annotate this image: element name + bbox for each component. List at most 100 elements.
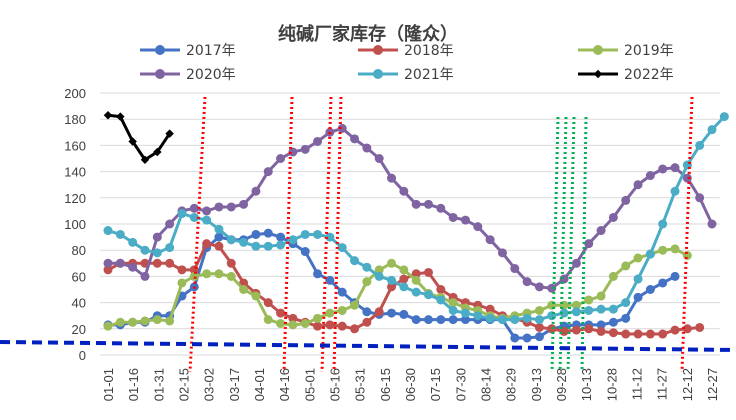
y-tick-label: 20: [72, 322, 86, 337]
data-point: [399, 274, 409, 284]
legend-swatch-marker: [373, 45, 383, 55]
series-4: [103, 112, 729, 325]
data-point: [695, 193, 705, 203]
data-point: [510, 264, 520, 274]
data-point: [128, 137, 137, 146]
x-tick-label: 05-31: [353, 368, 368, 401]
series-5: [103, 111, 174, 165]
data-point: [362, 307, 372, 317]
data-point: [337, 321, 347, 331]
data-point: [103, 321, 113, 331]
data-point: [350, 324, 360, 334]
legend-swatch-marker: [155, 69, 165, 79]
chart-title: 纯碱厂家库存（隆众）: [278, 23, 458, 45]
x-tick-label: 03-02: [202, 368, 217, 401]
data-point: [399, 282, 409, 292]
data-point: [658, 329, 668, 339]
data-point: [325, 308, 335, 318]
data-point: [584, 239, 594, 249]
data-point: [387, 282, 397, 292]
data-point: [313, 313, 323, 323]
data-point: [300, 319, 310, 329]
data-point: [658, 164, 668, 174]
legend-label: 2019年: [624, 43, 674, 59]
data-point: [411, 199, 421, 209]
data-point: [399, 186, 409, 196]
legend-label: 2020年: [186, 67, 236, 83]
data-point: [707, 125, 717, 135]
data-point: [251, 229, 261, 239]
data-point: [165, 219, 175, 229]
data-point: [362, 277, 372, 287]
data-point: [263, 298, 273, 308]
data-point: [103, 258, 113, 268]
data-point: [325, 275, 335, 285]
data-point: [177, 265, 187, 275]
data-point: [707, 219, 717, 229]
legend: 2017年 2018年 2019年 2020年 2021年 2022年: [140, 43, 674, 83]
data-point: [608, 317, 618, 327]
data-point: [559, 308, 569, 318]
data-point: [682, 173, 692, 183]
data-point: [128, 262, 138, 272]
data-point: [436, 295, 446, 305]
data-point: [387, 275, 397, 285]
data-point: [658, 219, 668, 229]
data-point: [584, 305, 594, 315]
data-point: [165, 243, 175, 253]
x-tick-label: 08-29: [504, 368, 519, 401]
data-point: [276, 308, 286, 318]
data-point: [423, 267, 433, 277]
data-point: [313, 136, 323, 146]
y-tick-label: 40: [72, 296, 86, 311]
x-tick-label: 10-28: [604, 368, 619, 401]
data-point: [534, 322, 544, 332]
x-tick-label: 06-30: [403, 368, 418, 401]
data-point: [251, 291, 261, 301]
legend-label: 2022年: [624, 67, 674, 83]
y-tick-label: 80: [72, 243, 86, 258]
data-point: [165, 129, 174, 138]
data-point: [571, 258, 581, 268]
data-point: [140, 155, 150, 165]
x-tick-label: 02-15: [177, 368, 192, 401]
x-tick-label: 07-30: [453, 368, 468, 401]
data-point: [337, 123, 347, 133]
data-point: [140, 271, 150, 281]
data-point: [645, 171, 655, 181]
data-point: [263, 167, 273, 177]
x-tick-label: 04-16: [277, 368, 292, 401]
x-tick-label: 09-13: [529, 368, 544, 401]
data-point: [399, 309, 409, 319]
data-point: [460, 315, 470, 325]
data-point: [153, 147, 162, 157]
data-point: [251, 186, 261, 196]
data-point: [226, 258, 236, 268]
data-point: [152, 232, 162, 242]
baseline-dashed: [0, 340, 736, 352]
data-point: [165, 258, 175, 268]
data-point: [448, 305, 458, 315]
data-point: [608, 212, 618, 222]
data-point: [189, 203, 199, 213]
data-point: [300, 229, 310, 239]
series-group: [103, 111, 729, 343]
data-point: [645, 285, 655, 294]
data-point: [497, 248, 507, 258]
data-point: [374, 154, 384, 163]
data-point: [374, 265, 384, 275]
data-point: [362, 262, 372, 272]
data-point: [658, 278, 668, 288]
data-point: [239, 237, 249, 247]
data-point: [288, 320, 298, 330]
data-point: [214, 241, 224, 251]
data-point: [695, 322, 705, 332]
data-point: [165, 316, 175, 326]
annotations: [0, 96, 736, 373]
y-tick-label: 120: [64, 191, 86, 206]
data-point: [448, 298, 458, 308]
y-tick-label: 200: [64, 86, 86, 101]
x-tick-label: 12-12: [680, 368, 695, 401]
x-tick-label: 01-01: [101, 368, 116, 401]
data-point: [263, 241, 273, 251]
